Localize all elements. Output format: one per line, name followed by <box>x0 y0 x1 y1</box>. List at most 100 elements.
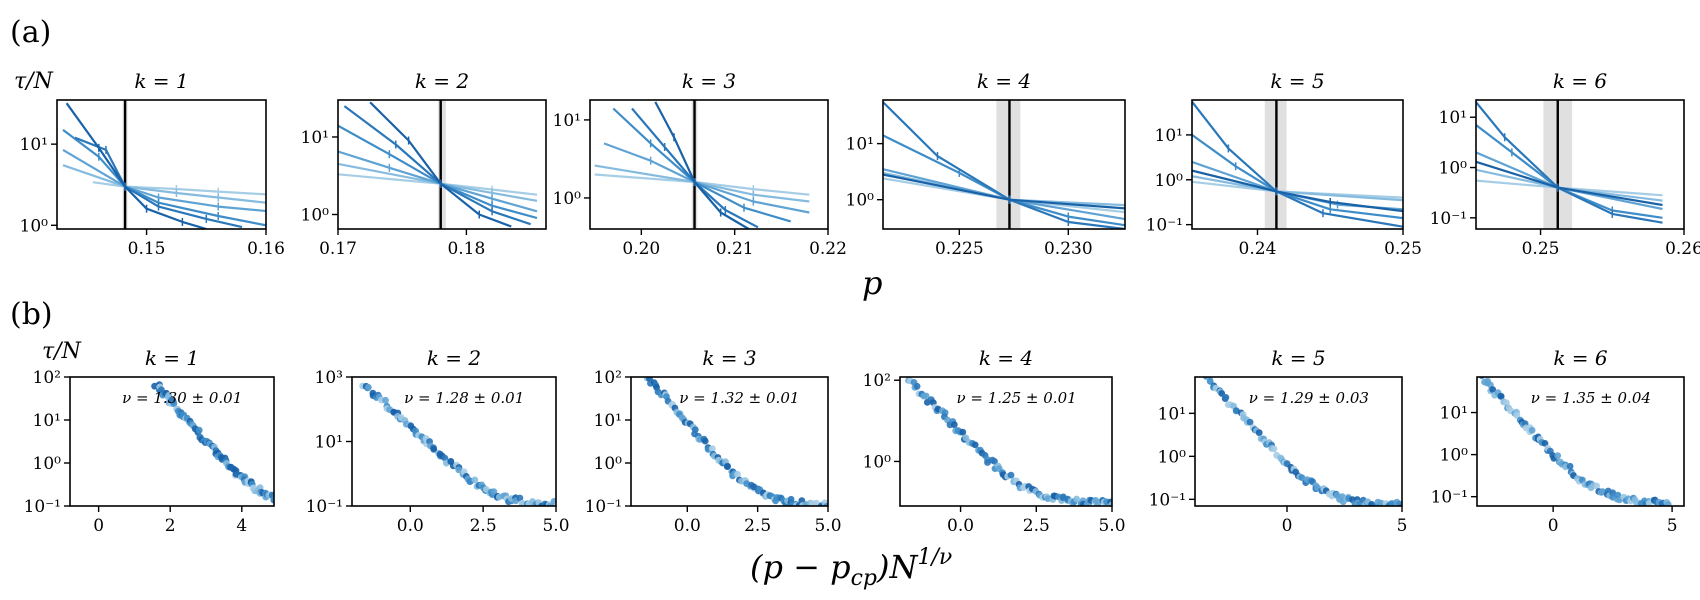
plot-area <box>359 382 556 506</box>
panel-b-5: ν = 1.29 ± 0.03 0 5 10⁻¹ 10⁰ 10¹ k = 5 <box>1149 346 1408 536</box>
collapse-point <box>1554 452 1562 459</box>
collapse-point <box>1222 394 1230 401</box>
x-tick-label: 2.5 <box>470 516 497 536</box>
series-line-N4 <box>62 129 266 227</box>
collapse-point <box>723 463 731 470</box>
collapse-point <box>1593 482 1601 490</box>
x-tick-label: 0.16 <box>247 239 285 259</box>
collapse-point <box>170 400 178 408</box>
panel-title: k = 1 <box>134 69 188 93</box>
panel-b-4: ν = 1.25 ± 0.01 0.0 2.5 5.0 10⁰ 10² k = 4 <box>863 346 1126 536</box>
y-tick-label: 10⁻¹ <box>1146 216 1183 236</box>
row-b-xlabel: (p − pcp)N1/ν <box>750 545 952 591</box>
axes-frame <box>1194 376 1403 507</box>
collapse-point <box>1007 471 1015 479</box>
y-tick-label: 10⁰ <box>33 454 62 474</box>
axes-frame <box>337 99 547 230</box>
y-tick-label: 10¹ <box>1439 108 1467 128</box>
series-line-N1 <box>594 173 810 196</box>
y-tick-label: 10¹ <box>315 433 343 453</box>
y-tick-label: 10² <box>594 368 622 388</box>
nu-annotation: ν = 1.28 ± 0.01 <box>404 389 524 407</box>
collapse-point <box>701 437 709 445</box>
plot-area <box>643 377 828 506</box>
y-tick-label: 10⁰ <box>301 205 330 225</box>
x-tick-label: 0.21 <box>716 239 754 259</box>
plot-area <box>905 377 1112 506</box>
series-line-N3 <box>62 148 266 213</box>
axes-frame <box>630 376 829 507</box>
plot-area <box>1476 100 1663 229</box>
y-tick-label: 10³ <box>315 368 343 388</box>
xlabel-b-mid: )N <box>876 548 918 586</box>
x-tick-label: 0.20 <box>622 239 660 259</box>
y-tick-label: 10⁰ <box>1155 171 1184 191</box>
series-line-N2 <box>62 164 266 204</box>
nu-annotation: ν = 1.35 ± 0.04 <box>1531 389 1651 407</box>
collapse-point <box>382 396 389 404</box>
y-tick-label: 10⁻¹ <box>1149 490 1186 510</box>
x-tick-label: 0.225 <box>935 239 984 259</box>
series-line-N6 <box>65 102 207 229</box>
panel-a-2: 0.17 0.18 10⁰ 10¹ k = 2 <box>301 69 547 259</box>
collapse-point <box>913 382 921 390</box>
panel-title: k = 6 <box>1553 69 1608 93</box>
collapse-point <box>490 488 498 495</box>
xlabel-b-sub: cp <box>851 566 877 591</box>
collapse-point <box>708 445 716 452</box>
plot-area <box>1192 100 1403 229</box>
plot-area <box>62 100 266 229</box>
y-tick-label: 10⁰ <box>594 454 623 474</box>
row-b-ylabel: τ/N <box>42 339 82 364</box>
y-tick-label: 10² <box>33 368 61 388</box>
collapse-point <box>1270 445 1278 453</box>
panel-title: k = 4 <box>977 69 1031 93</box>
collapse-point <box>1478 377 1485 379</box>
y-tick-label: 10⁰ <box>863 452 892 472</box>
x-tick-label: 2.5 <box>744 516 771 536</box>
x-tick-label: 5.0 <box>814 516 841 536</box>
x-tick-label: 4 <box>236 516 247 536</box>
y-tick-label: 10⁰ <box>846 191 875 211</box>
x-tick-label: 0.0 <box>947 516 974 536</box>
plot-area <box>1478 377 1672 506</box>
panel-b-6: ν = 1.35 ± 0.04 0 5 10⁻¹ 10⁰ 10¹ k = 6 <box>1431 346 1685 536</box>
row-a-xlabel: p <box>862 264 882 302</box>
axes-frame <box>589 99 829 230</box>
collapse-point <box>550 498 556 505</box>
collapse-point <box>1541 440 1549 447</box>
plot-area <box>883 100 1125 229</box>
panel-title: k = 5 <box>1271 346 1325 370</box>
x-tick-label: 2.5 <box>1023 516 1050 536</box>
series-line-N4 <box>1192 134 1403 220</box>
collapse-point <box>1246 418 1254 426</box>
series-line-N4 <box>338 124 538 220</box>
y-tick-label: 10⁰ <box>1158 447 1187 467</box>
x-tick-label: 0.0 <box>674 516 701 536</box>
plot-area <box>594 100 810 229</box>
y-tick-label: 10¹ <box>20 135 48 155</box>
axes-frame <box>1191 99 1404 230</box>
nu-annotation: ν = 1.30 ± 0.01 <box>122 389 242 407</box>
x-tick-label: 0 <box>1282 516 1293 536</box>
y-tick-label: 10¹ <box>553 111 581 131</box>
panel-title: k = 3 <box>682 69 736 93</box>
collapse-point <box>1094 501 1102 506</box>
panel-title: k = 2 <box>415 69 469 93</box>
panel-title: k = 3 <box>702 346 756 370</box>
y-tick-label: 10⁻¹ <box>306 497 343 517</box>
collapse-point <box>1206 377 1214 385</box>
series-line-N2 <box>594 164 810 203</box>
y-tick-label: 10⁻¹ <box>585 497 622 517</box>
panel-title: k = 4 <box>979 346 1033 370</box>
collapse-point <box>971 441 979 449</box>
y-tick-label: 10⁻¹ <box>1431 488 1468 508</box>
collapse-point <box>195 426 203 434</box>
panel-title: k = 5 <box>1270 69 1324 93</box>
x-tick-label: 0.26 <box>1665 239 1700 259</box>
y-tick-label: 10¹ <box>301 128 329 148</box>
row-a-ylabel: τ/N <box>14 69 54 94</box>
collapse-point <box>1664 501 1672 506</box>
x-tick-label: 0.230 <box>1044 239 1093 259</box>
